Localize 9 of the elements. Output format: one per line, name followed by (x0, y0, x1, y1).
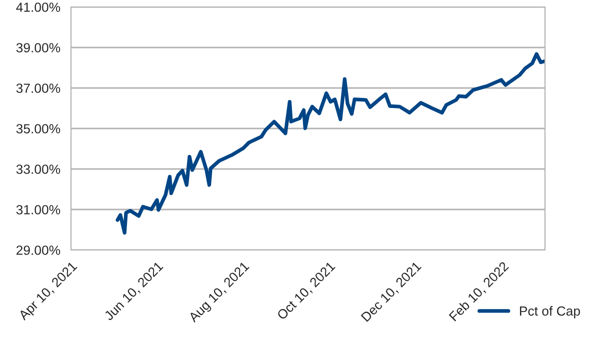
y-tick-label: 29.00% (16, 246, 60, 255)
y-tick-label: 41.00% (16, 2, 60, 12)
y-tick-label: 37.00% (16, 84, 60, 93)
y-tick-label: 31.00% (16, 205, 60, 214)
y-tick-label: 33.00% (16, 164, 60, 174)
legend-label: Pct of Cap (520, 306, 580, 318)
line-series (116, 52, 545, 235)
y-tick-label: 39.00% (16, 43, 60, 52)
y-tick-label: 35.00% (16, 124, 60, 134)
